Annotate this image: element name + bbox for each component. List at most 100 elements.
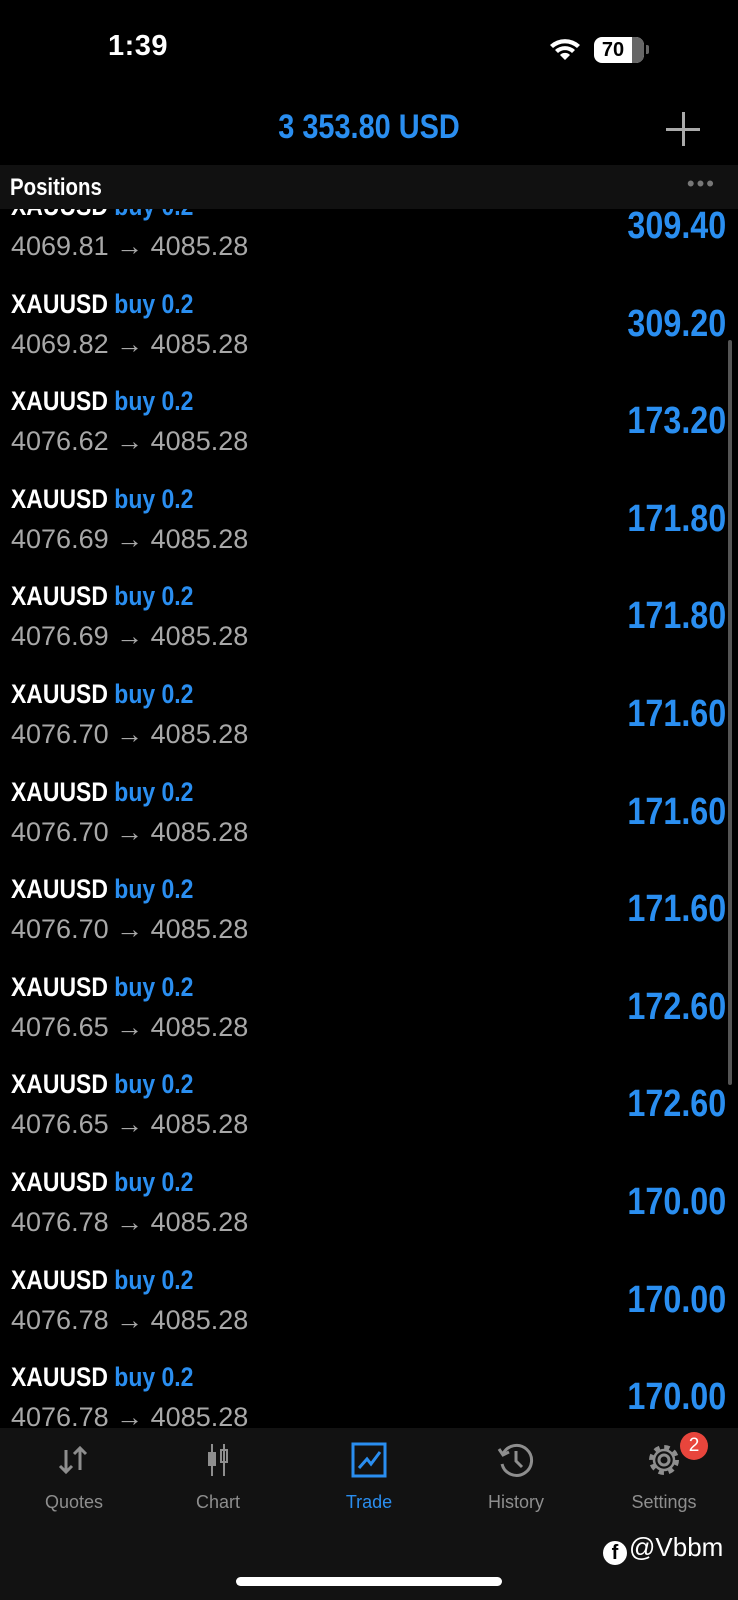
position-row[interactable]: XAUUSD buy 0.2 4076.78 → 4085.28 170.00 [0, 1161, 738, 1259]
position-row[interactable]: XAUUSD buy 0.2 4076.69 → 4085.28 171.80 [0, 575, 738, 673]
position-row[interactable]: XAUUSD buy 0.2 4076.69 → 4085.28 171.80 [0, 478, 738, 576]
position-row[interactable]: XAUUSD buy 0.2 4076.70 → 4085.28 171.60 [0, 673, 738, 771]
position-row[interactable]: XAUUSD buy 0.2 4069.82 → 4085.28 309.20 [0, 283, 738, 381]
tab-chart[interactable]: Chart [144, 1440, 292, 1530]
position-symbol: XAUUSD buy 0.2 [11, 679, 193, 710]
symbol: XAUUSD [11, 288, 108, 319]
arrow-icon: → [116, 621, 144, 652]
position-symbol: XAUUSD buy 0.2 [11, 484, 193, 515]
symbol: XAUUSD [11, 386, 108, 417]
open-price: 4076.70 [11, 914, 109, 945]
gear-icon [649, 1445, 679, 1475]
order-type: buy 0.2 [114, 874, 194, 905]
position-prices: 4076.69 → 4085.28 [11, 621, 248, 652]
current-price: 4085.28 [150, 1304, 249, 1335]
position-profit: 170.00 [627, 1181, 726, 1223]
tab-settings[interactable]: Settings 2 [590, 1432, 738, 1530]
home-indicator[interactable] [236, 1577, 502, 1586]
position-row[interactable]: XAUUSD buy 0.2 4076.65 → 4085.28 172.60 [0, 966, 738, 1064]
arrow-icon: → [116, 719, 144, 749]
facebook-icon: f [603, 1541, 627, 1565]
position-profit: 172.60 [627, 1083, 726, 1126]
tab-trade[interactable]: Trade [295, 1440, 443, 1530]
tab-label: Quotes [44, 1492, 104, 1512]
symbol: XAUUSD [11, 483, 108, 514]
wifi-icon [550, 39, 580, 60]
open-price: 4069.81 [11, 231, 109, 261]
arrow-icon: → [116, 328, 144, 359]
candlestick-icon [208, 1444, 228, 1476]
position-row[interactable]: XAUUSD buy 0.2 4076.65 → 4085.28 172.60 [0, 1063, 738, 1161]
position-profit: 309.20 [627, 302, 726, 345]
add-order-button[interactable] [666, 112, 700, 146]
open-price: 4076.70 [11, 816, 109, 847]
position-profit: 171.80 [627, 595, 726, 638]
watermark: f @Vbbm [603, 1532, 723, 1565]
arrow-icon: → [116, 1011, 144, 1042]
tab-label: History [487, 1492, 544, 1512]
notification-badge: 2 [680, 1432, 708, 1460]
position-row[interactable]: XAUUSD buy 0.2 4076.70 → 4085.28 171.60 [0, 771, 738, 869]
position-symbol: XAUUSD buy 0.2 [11, 581, 193, 612]
open-price: 4069.82 [11, 328, 109, 359]
position-prices: 4076.70 → 4085.28 [11, 817, 248, 848]
account-balance: 3 353.80 USD [278, 108, 460, 146]
symbol: XAUUSD [11, 971, 108, 1002]
current-price: 4085.28 [150, 1011, 249, 1042]
order-type: buy 0.2 [114, 581, 194, 612]
position-symbol: XAUUSD buy 0.2 [11, 1069, 193, 1100]
current-price: 4085.28 [150, 621, 249, 652]
symbol: XAUUSD [11, 874, 108, 905]
arrow-icon: → [116, 523, 144, 554]
position-symbol: XAUUSD buy 0.2 [11, 777, 193, 808]
battery-level: 70 [601, 39, 625, 61]
position-profit: 173.20 [627, 400, 726, 443]
tab-quotes[interactable]: Quotes [0, 1440, 148, 1530]
position-prices: 4069.81 → 4085.28 [11, 231, 248, 262]
scrollbar[interactable] [728, 340, 732, 1085]
order-type: buy 0.2 [114, 1264, 194, 1295]
position-row[interactable]: XAUUSD buy 0.2 4076.78 → 4085.28 170.00 [0, 1356, 738, 1428]
symbol: XAUUSD [11, 1167, 108, 1197]
position-profit: 171.60 [627, 888, 726, 931]
position-profit: 171.60 [627, 693, 726, 735]
position-symbol: XAUUSD buy 0.2 [11, 1167, 193, 1198]
position-row[interactable]: XAUUSD buy 0.2 4069.81 → 4085.28 309.40 [0, 209, 738, 283]
open-price: 4076.69 [11, 523, 109, 554]
section-title: Positions [10, 174, 102, 201]
symbol: XAUUSD [11, 1264, 108, 1295]
position-symbol: XAUUSD buy 0.2 [11, 386, 193, 417]
current-price: 4085.28 [150, 816, 249, 847]
current-price: 4085.28 [150, 328, 249, 359]
position-row[interactable]: XAUUSD buy 0.2 4076.70 → 4085.28 171.60 [0, 868, 738, 966]
position-row[interactable]: XAUUSD buy 0.2 4076.78 → 4085.28 170.00 [0, 1259, 738, 1357]
symbol: XAUUSD [11, 776, 108, 807]
positions-list[interactable]: XAUUSD buy 0.2 4069.81 → 4085.28 309.40X… [0, 209, 738, 1428]
more-options-icon[interactable]: ••• [686, 171, 716, 196]
positions-header: Positions ••• [0, 165, 738, 209]
current-price: 4085.28 [150, 1402, 249, 1428]
arrow-icon: → [116, 426, 144, 457]
position-profit: 170.00 [627, 1278, 726, 1321]
open-price: 4076.65 [11, 1011, 109, 1042]
arrow-icon: → [116, 1109, 144, 1140]
position-prices: 4076.62 → 4085.28 [11, 426, 248, 457]
current-price: 4085.28 [150, 1207, 249, 1237]
position-symbol: XAUUSD buy 0.2 [11, 874, 193, 905]
position-row[interactable]: XAUUSD buy 0.2 4076.62 → 4085.28 173.20 [0, 380, 738, 478]
order-type: buy 0.2 [114, 209, 193, 221]
current-price: 4085.28 [150, 1109, 249, 1140]
order-type: buy 0.2 [114, 1362, 194, 1393]
position-profit: 309.40 [627, 209, 726, 247]
open-price: 4076.65 [11, 1109, 109, 1140]
battery-tip [646, 45, 649, 54]
status-time: 1:39 [108, 30, 169, 62]
position-prices: 4076.78 → 4085.28 [11, 1305, 248, 1336]
order-type: buy 0.2 [114, 1069, 194, 1100]
tab-bar: Quotes Chart Trade History Settings 2 [0, 1428, 738, 1600]
order-type: buy 0.2 [114, 776, 194, 807]
arrow-icon: → [116, 1304, 144, 1335]
tab-history[interactable]: History [442, 1440, 590, 1530]
arrow-icon: → [116, 914, 144, 945]
current-price: 4085.28 [150, 719, 249, 749]
